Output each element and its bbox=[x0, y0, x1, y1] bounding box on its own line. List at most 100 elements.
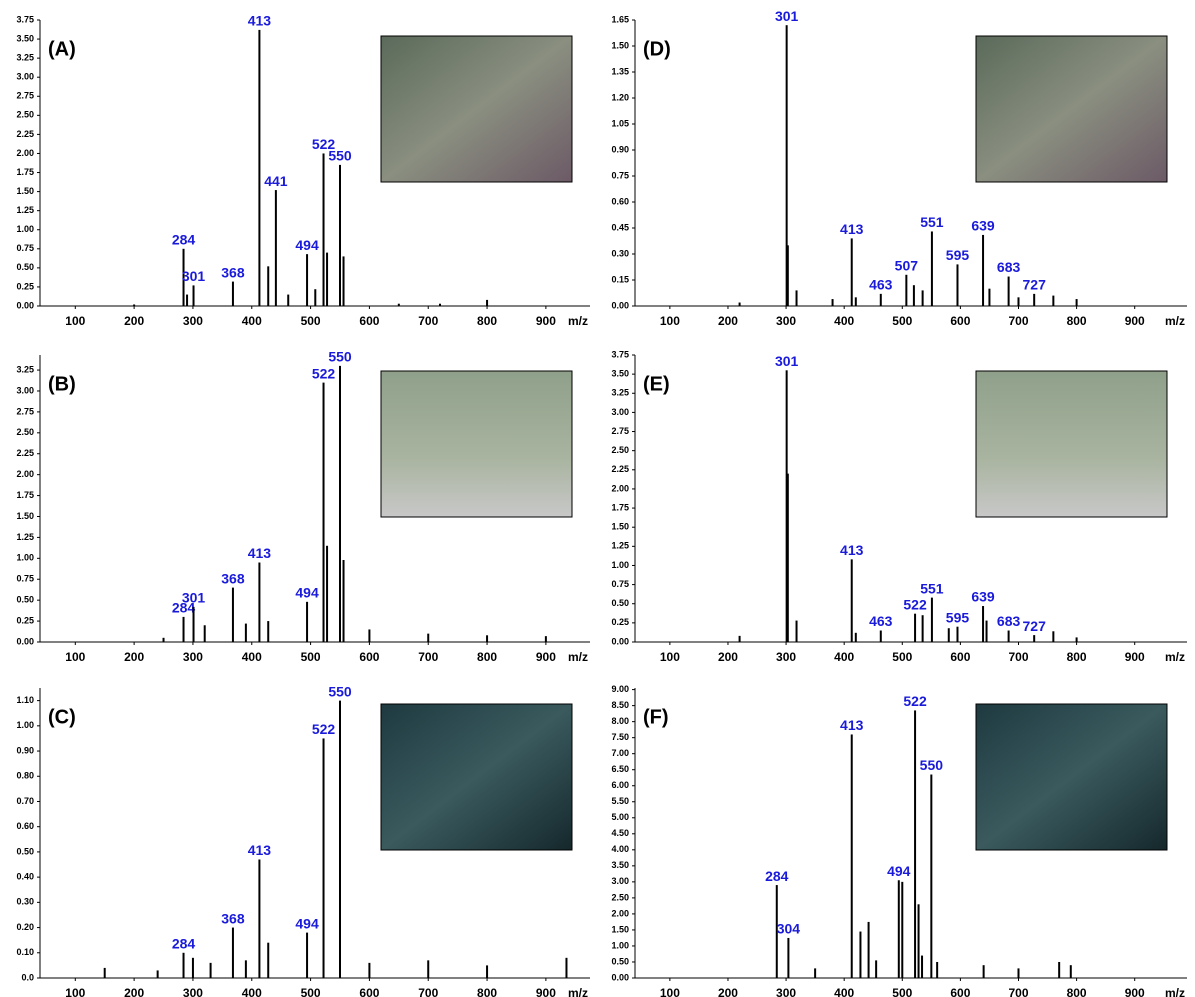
y-tick-label: 2.50 bbox=[16, 110, 34, 120]
x-tick-label: 600 bbox=[359, 650, 379, 664]
y-tick-label: 3.00 bbox=[16, 385, 34, 395]
y-tick-label: 1.10 bbox=[16, 695, 34, 705]
x-tick-label: 700 bbox=[1008, 986, 1028, 997]
y-tick-label: 1.00 bbox=[611, 560, 629, 570]
spectrum-peak bbox=[186, 294, 189, 306]
peak-label: 368 bbox=[221, 910, 245, 926]
y-tick-label: 0.75 bbox=[16, 243, 34, 253]
y-tick-label: 0.40 bbox=[16, 872, 34, 882]
x-tick-label: 200 bbox=[718, 650, 738, 664]
labeled-peak bbox=[850, 238, 853, 306]
x-tick-label: 200 bbox=[124, 650, 144, 664]
spectrum-peak bbox=[795, 620, 798, 642]
labeled-peak bbox=[339, 365, 341, 642]
x-tick-label: 300 bbox=[183, 986, 203, 997]
x-tick-label: 700 bbox=[418, 650, 438, 664]
y-tick-label: 8.50 bbox=[611, 700, 629, 710]
spectrum-peak bbox=[988, 288, 991, 306]
x-tick-label: 600 bbox=[950, 314, 970, 328]
spectrum-peak bbox=[244, 623, 247, 642]
x-tick-label: 800 bbox=[477, 650, 497, 664]
y-tick-label: 0.25 bbox=[16, 281, 34, 291]
y-tick-label: 1.00 bbox=[16, 224, 34, 234]
y-tick-label: 2.75 bbox=[16, 91, 34, 101]
y-tick-label: 1.00 bbox=[611, 940, 629, 950]
peak-label: 413 bbox=[248, 13, 272, 29]
panel-title: (E) bbox=[643, 373, 670, 395]
y-tick-label: 0.00 bbox=[611, 300, 629, 310]
labeled-peak bbox=[1007, 630, 1010, 642]
labeled-peak bbox=[897, 880, 900, 978]
spectrum-peak bbox=[162, 637, 165, 642]
x-tick-label: 400 bbox=[242, 650, 262, 664]
spectrum-peak bbox=[1075, 637, 1078, 642]
x-tick-label: 600 bbox=[359, 986, 379, 997]
spectrum-peak bbox=[859, 931, 862, 978]
x-tick-label: 900 bbox=[1125, 314, 1145, 328]
labeled-peak bbox=[322, 153, 325, 306]
y-tick-label: 3.00 bbox=[16, 72, 34, 82]
peak-label: 413 bbox=[840, 717, 864, 733]
y-tick-label: 0.50 bbox=[611, 956, 629, 966]
x-tick-label: 600 bbox=[950, 650, 970, 664]
spectrum-peak bbox=[814, 968, 817, 978]
peak-label: 494 bbox=[295, 237, 319, 253]
spectrum-peak bbox=[397, 303, 400, 306]
peak-label: 550 bbox=[328, 148, 352, 164]
x-tick-label: 500 bbox=[301, 986, 321, 997]
peak-label: 639 bbox=[971, 589, 995, 605]
labeled-peak bbox=[930, 231, 933, 306]
peak-label: 551 bbox=[920, 214, 944, 230]
x-tick-label: 200 bbox=[718, 314, 738, 328]
y-tick-label: 1.20 bbox=[611, 92, 629, 102]
y-tick-label: 2.50 bbox=[611, 892, 629, 902]
x-tick-label: 300 bbox=[776, 650, 796, 664]
x-tick-label: 500 bbox=[301, 650, 321, 664]
spectrum-peak bbox=[1075, 299, 1078, 306]
x-axis-label: m/z bbox=[1165, 650, 1185, 664]
labeled-peak bbox=[1007, 276, 1010, 306]
spectrum-peak bbox=[244, 960, 247, 978]
x-tick-label: 200 bbox=[124, 986, 144, 997]
peak-label: 551 bbox=[920, 580, 944, 596]
y-tick-label: 6.00 bbox=[611, 780, 629, 790]
labeled-peak bbox=[231, 281, 234, 306]
labeled-peak bbox=[322, 382, 325, 642]
x-tick-label: 100 bbox=[660, 986, 680, 997]
y-tick-label: 0.30 bbox=[16, 897, 34, 907]
y-tick-label: 2.75 bbox=[611, 426, 629, 436]
x-axis-label: m/z bbox=[568, 986, 588, 997]
spectrum-peak bbox=[267, 266, 270, 306]
y-tick-label: 1.65 bbox=[611, 14, 629, 24]
y-tick-label: 2.25 bbox=[16, 129, 34, 139]
y-tick-label: 3.50 bbox=[16, 33, 34, 43]
y-tick-label: 1.75 bbox=[16, 167, 34, 177]
y-tick-label: 4.50 bbox=[611, 828, 629, 838]
peak-label: 522 bbox=[903, 693, 927, 709]
peak-label: 284 bbox=[172, 232, 196, 248]
x-tick-label: 800 bbox=[1067, 986, 1087, 997]
spectrum-peak bbox=[565, 957, 568, 978]
y-tick-label: 0.60 bbox=[611, 196, 629, 206]
y-tick-label: 1.50 bbox=[611, 40, 629, 50]
y-tick-label: 0.50 bbox=[16, 262, 34, 272]
peak-label: 441 bbox=[264, 173, 288, 189]
photo-inset bbox=[380, 35, 573, 183]
spectrum-peak bbox=[427, 633, 430, 642]
spectrum-peak bbox=[786, 473, 789, 642]
peak-label: 522 bbox=[312, 136, 336, 152]
y-tick-label: 0.45 bbox=[611, 222, 629, 232]
panel-title: (F) bbox=[643, 706, 669, 728]
y-tick-label: 1.50 bbox=[16, 186, 34, 196]
x-tick-label: 100 bbox=[660, 314, 680, 328]
labeled-peak bbox=[850, 559, 853, 642]
peak-label: 522 bbox=[312, 721, 336, 737]
spectrum-peak bbox=[854, 297, 857, 306]
y-tick-label: 3.00 bbox=[611, 876, 629, 886]
peak-label: 550 bbox=[328, 349, 352, 365]
x-tick-label: 600 bbox=[359, 314, 379, 328]
labeled-peak bbox=[306, 254, 309, 306]
x-tick-label: 100 bbox=[65, 986, 85, 997]
labeled-peak bbox=[1033, 293, 1036, 306]
y-tick-label: 1.00 bbox=[16, 553, 34, 563]
